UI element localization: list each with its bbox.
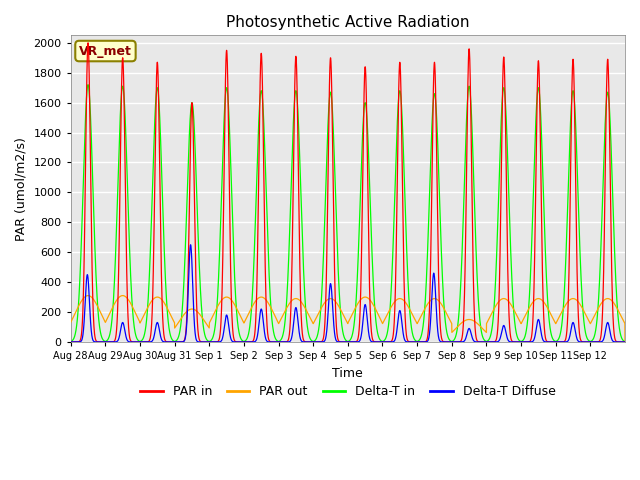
Legend: PAR in, PAR out, Delta-T in, Delta-T Diffuse: PAR in, PAR out, Delta-T in, Delta-T Dif…: [135, 380, 561, 403]
X-axis label: Time: Time: [332, 367, 364, 380]
Y-axis label: PAR (umol/m2/s): PAR (umol/m2/s): [15, 137, 28, 240]
Title: Photosynthetic Active Radiation: Photosynthetic Active Radiation: [226, 15, 470, 30]
Text: VR_met: VR_met: [79, 45, 132, 58]
